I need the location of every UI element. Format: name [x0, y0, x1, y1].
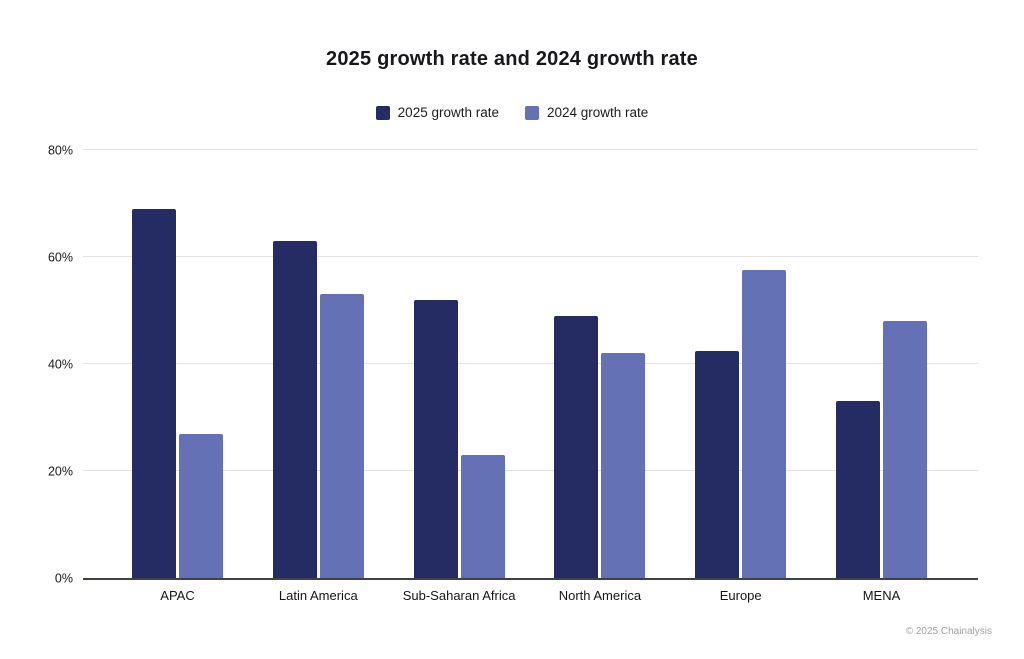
- bar-2024-growth-rate-mena: [882, 321, 927, 578]
- x-tick-label: North America: [558, 588, 642, 603]
- bar-group-latin-america: Latin America: [272, 150, 364, 603]
- bar-2024-growth-rate-north-america: [601, 353, 646, 578]
- legend: 2025 growth rate 2024 growth rate: [0, 105, 1024, 120]
- copyright-text: © 2025 Chainalysis: [905, 626, 992, 637]
- legend-swatch-icon: [375, 105, 390, 120]
- y-tick-label: 0%: [54, 570, 73, 585]
- y-tick-label: 20%: [47, 463, 73, 478]
- plot-area: 0% 20% 40% 60% 80% APAC Latin America Sub-Sahar…: [48, 144, 978, 603]
- bar-2024-growth-rate-europe: [742, 270, 787, 578]
- x-tick-label: Europe: [719, 588, 762, 603]
- x-tick-label: APAC: [160, 588, 195, 603]
- bar-2024-growth-rate-latin-america: [319, 294, 364, 578]
- y-tick-label: 60%: [47, 249, 73, 264]
- gridline: [83, 149, 978, 150]
- x-tick-label: Sub-Saharan Africa: [402, 588, 516, 603]
- gridline: [83, 470, 978, 471]
- bar-2025-growth-rate-north-america: [554, 315, 599, 578]
- x-tick-label: Latin America: [278, 588, 358, 603]
- bar-group-sub-saharan-africa: Sub-Saharan Africa: [403, 150, 515, 603]
- legend-label: 2024 growth rate: [547, 105, 649, 120]
- bar-group-apac: APAC: [132, 150, 223, 603]
- legend-swatch-icon: [525, 105, 539, 120]
- bar-group-north-america: North America: [554, 150, 646, 603]
- chart-title: 2025 growth rate and 2024 growth rate: [326, 48, 698, 70]
- y-tick-label: 80%: [47, 142, 73, 157]
- bar-2025-growth-rate-europe: [695, 350, 740, 578]
- bar-2025-growth-rate-latin-america: [272, 240, 317, 578]
- bar-2025-growth-rate-apac: [132, 208, 176, 578]
- bar-group-europe: Europe: [695, 150, 787, 603]
- bar-2025-growth-rate-mena: [835, 401, 880, 578]
- legend-item-2025-growth-rate: 2025 growth rate: [375, 105, 499, 120]
- y-tick-label: 40%: [47, 356, 73, 371]
- gridline: [83, 256, 978, 257]
- bar-2024-growth-rate-apac: [179, 433, 223, 578]
- bar-2025-growth-rate-sub-saharan-africa: [413, 299, 458, 578]
- x-tick-label: MENA: [862, 588, 901, 603]
- gridline: [83, 363, 978, 364]
- bar-group-mena: MENA: [835, 150, 927, 603]
- legend-item-2024-growth-rate: 2024 growth rate: [525, 105, 648, 120]
- legend-label: 2025 growth rate: [397, 105, 499, 120]
- bar-2024-growth-rate-sub-saharan-africa: [460, 454, 505, 578]
